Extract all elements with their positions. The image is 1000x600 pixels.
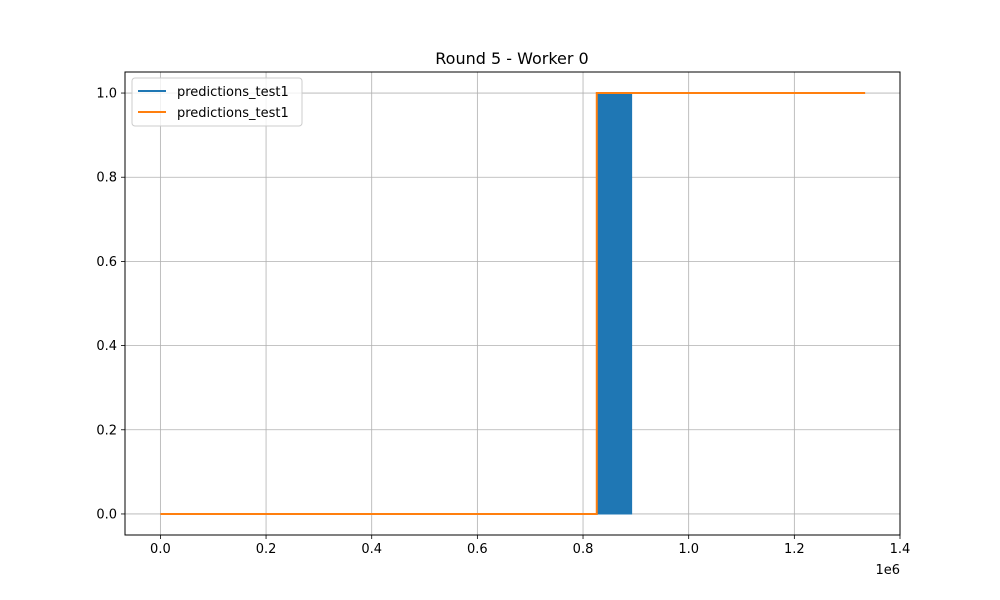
- y-tick-label: 0.8: [96, 171, 117, 186]
- y-tick-label: 1.0: [96, 87, 117, 102]
- y-tick-label: 0.0: [96, 507, 117, 522]
- x-tick-label: 1.4: [890, 542, 911, 557]
- y-tick-label: 0.6: [96, 255, 117, 270]
- series-1-area: [596, 92, 633, 515]
- legend-label-series-1: predictions_test1: [177, 85, 289, 100]
- x-tick-label: 1.2: [784, 542, 805, 557]
- chart-title: Round 5 - Worker 0: [435, 49, 588, 68]
- x-tick-label: 0.2: [256, 542, 277, 557]
- y-tick-label: 0.4: [96, 339, 117, 354]
- x-tick-label: 0.0: [150, 542, 171, 557]
- y-tick-label: 0.2: [96, 423, 117, 438]
- x-offset-text: 1e6: [875, 563, 900, 578]
- x-tick-label: 1.0: [678, 542, 699, 557]
- series-2-line: [160, 92, 866, 515]
- x-tick-label: 0.4: [361, 542, 382, 557]
- legend-label-series-2: predictions_test1: [177, 106, 289, 121]
- axes-frame: [124, 71, 901, 536]
- legend: predictions_test1 predictions_test1: [131, 77, 303, 127]
- axis-ticks: 0.0 0.2 0.4 0.6 0.8 1.0 1.2 1.4 0.0 0.2 0.4 0.6 0.8 1…: [96, 87, 910, 557]
- plot-data: [160, 92, 866, 515]
- x-tick-label: 0.6: [467, 542, 488, 557]
- x-tick-label: 0.8: [573, 542, 594, 557]
- legend-box: [131, 77, 303, 127]
